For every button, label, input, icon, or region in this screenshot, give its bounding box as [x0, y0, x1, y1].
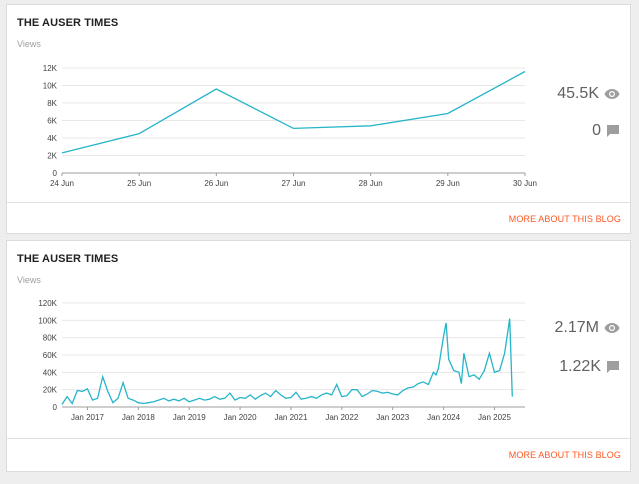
views-stat: 2.17M	[555, 319, 620, 337]
x-tick-label: Jan 2018	[122, 413, 155, 422]
y-tick-label: 120K	[38, 299, 57, 308]
card-divider	[7, 202, 630, 203]
views-total: 2.17M	[554, 319, 599, 336]
more-about-blog-link[interactable]: MORE ABOUT THIS BLOG	[508, 214, 621, 224]
y-tick-label: 6K	[47, 117, 57, 126]
y-tick-label: 40K	[43, 368, 58, 377]
eye-icon	[604, 89, 620, 99]
y-tick-label: 100K	[38, 316, 57, 325]
views-total: 45.5K	[557, 85, 599, 102]
y-tick-label: 60K	[43, 351, 58, 360]
y-tick-label: 2K	[47, 152, 57, 161]
metric-label: Views	[17, 39, 41, 49]
x-tick-label: 25 Jun	[127, 179, 151, 188]
x-tick-label: Jan 2021	[274, 413, 307, 422]
y-tick-label: 0	[53, 403, 58, 412]
comments-total: 1.22K	[559, 358, 601, 375]
x-tick-label: 30 Jun	[513, 179, 537, 188]
y-tick-label: 4K	[47, 134, 57, 143]
x-tick-label: Jan 2019	[173, 413, 206, 422]
comments-stat: 1.22K	[559, 358, 620, 376]
more-about-blog-link[interactable]: MORE ABOUT THIS BLOG	[508, 450, 621, 460]
views-line-chart: 0 2K 4K 6K 8K 10K 12K 24 Jun 25 Jun 26 Jun 27 Jun 2…	[43, 64, 537, 188]
x-tick-label: Jan 2022	[325, 413, 358, 422]
card-divider	[7, 438, 630, 439]
x-tick-label: Jan 2023	[376, 413, 409, 422]
views-stat: 45.5K	[557, 85, 620, 103]
blog-stats-card-daily: THE AUSER TIMES Views 0 2K 4K 6K 8K 10K 12K 24 …	[6, 4, 631, 234]
comment-icon	[607, 125, 619, 137]
views-series-line	[61, 318, 513, 405]
x-tick-label: Jan 2025	[478, 413, 511, 422]
x-tick-label: Jan 2024	[427, 413, 460, 422]
views-line-chart: 0 20K 40K 60K 80K 100K 120K Jan 2017 Jan 2018 Jan…	[38, 299, 525, 422]
y-tick-label: 10K	[43, 82, 58, 91]
blog-stats-card-all-time: THE AUSER TIMES Views 0 20K 40K 60K 80K 100K 1…	[6, 240, 631, 472]
x-tick-label: 24 Jun	[50, 179, 74, 188]
x-tick-label: 29 Jun	[436, 179, 460, 188]
comments-stat: 0	[592, 122, 620, 140]
views-series-line	[61, 70, 526, 154]
x-tick-label: Jan 2017	[71, 413, 104, 422]
blog-title[interactable]: THE AUSER TIMES	[17, 253, 119, 265]
metric-label: Views	[17, 275, 41, 285]
y-tick-label: 0	[53, 169, 58, 178]
x-tick-label: Jan 2020	[224, 413, 257, 422]
y-tick-label: 8K	[47, 99, 57, 108]
x-tick-label: 28 Jun	[359, 179, 383, 188]
comments-total: 0	[592, 122, 601, 139]
x-tick-label: 26 Jun	[204, 179, 228, 188]
y-tick-label: 80K	[43, 334, 58, 343]
y-tick-label: 20K	[43, 386, 58, 395]
blog-title[interactable]: THE AUSER TIMES	[17, 17, 119, 29]
comment-icon	[607, 361, 619, 373]
eye-icon	[604, 323, 620, 333]
y-tick-label: 12K	[43, 64, 58, 73]
x-tick-label: 27 Jun	[281, 179, 305, 188]
